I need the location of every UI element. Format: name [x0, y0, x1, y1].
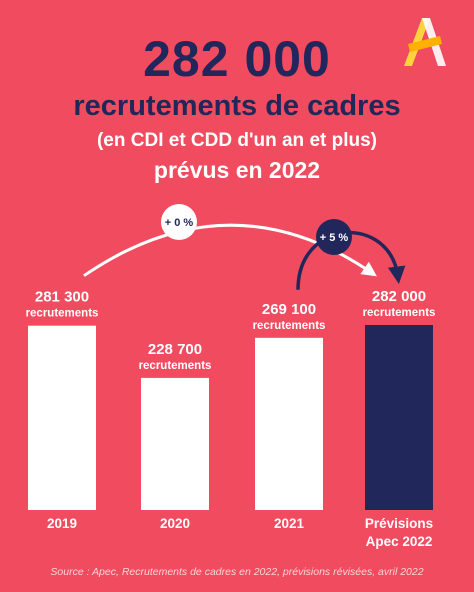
unit-label: recrutements	[139, 360, 212, 372]
annotation-plus-5: + 5 %	[320, 232, 349, 244]
headline-title: recrutements de cadres	[73, 90, 401, 122]
unit-label: recrutements	[253, 320, 326, 332]
badge-plus-5	[316, 219, 352, 255]
apec-logo-icon	[404, 18, 446, 66]
bar-2020	[141, 377, 209, 510]
value-label: 281 300	[35, 289, 89, 306]
category-label: 2020	[160, 516, 190, 531]
category-label: Prévisions	[365, 516, 433, 531]
unit-label: recrutements	[26, 308, 99, 320]
source-note: Source : Apec, Recrutements de cadres en…	[50, 566, 424, 578]
headline-year: prévus en 2022	[153, 157, 321, 183]
annotation-plus-0: + 0 %	[165, 217, 194, 229]
value-label: 269 100	[262, 301, 316, 318]
headline-subtitle: (en CDI et CDD d'un an et plus)	[96, 130, 378, 151]
bar-2019	[28, 325, 96, 510]
category-label: Apec 2022	[366, 534, 433, 549]
value-label: 282 000	[372, 288, 426, 305]
badge-plus-0	[161, 204, 197, 240]
category-label: 2019	[47, 516, 77, 531]
bar-2021	[255, 337, 323, 510]
bar-pr-visions-apec-2022	[365, 325, 433, 510]
value-label: 228 700	[148, 341, 202, 358]
headline-number: 282 000	[143, 31, 331, 87]
category-label: 2021	[274, 516, 305, 531]
unit-label: recrutements	[363, 307, 436, 319]
